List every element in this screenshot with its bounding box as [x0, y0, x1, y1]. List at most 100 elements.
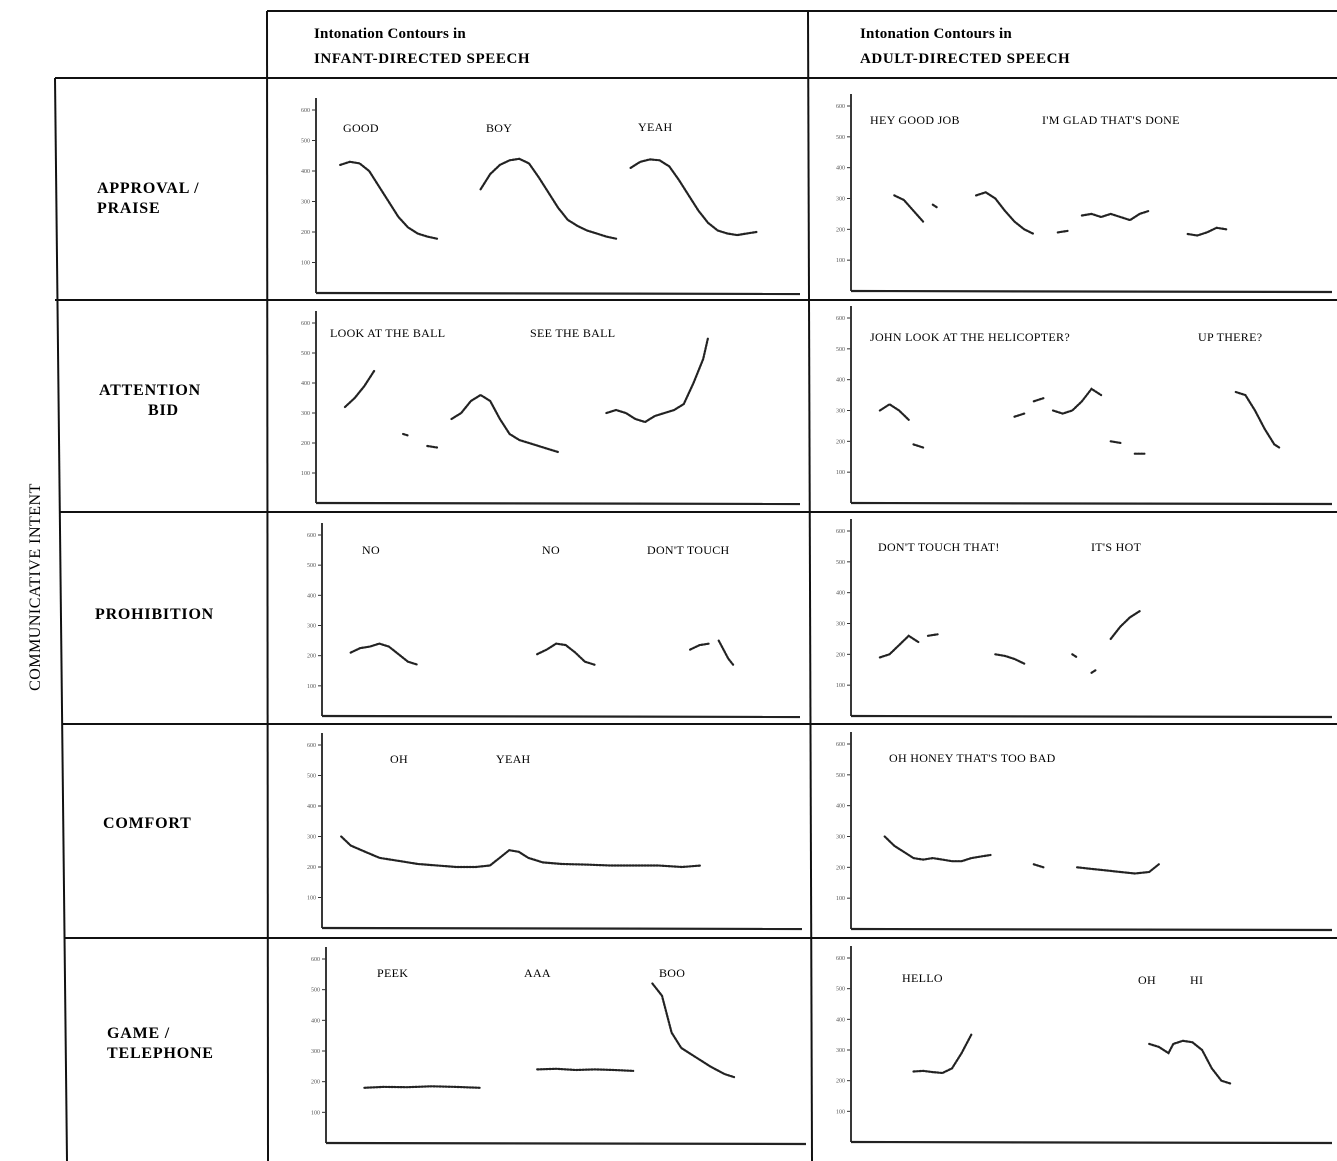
table-grid — [54, 10, 1337, 1161]
contour-panel: 100 200 300 400 500 600 — [836, 94, 1333, 294]
y-tick-label: 600 — [836, 742, 845, 748]
baseline — [850, 289, 1333, 294]
y-tick-label: 400 — [836, 591, 845, 597]
y-tick-label: 300 — [307, 624, 316, 630]
contour-line — [1032, 397, 1045, 403]
contour-panel: 100 200 300 400 500 600 — [836, 946, 1333, 1145]
contour-panel: 100 200 300 400 500 600 — [836, 732, 1333, 932]
y-tick-label: 500 — [301, 139, 310, 145]
contour-line — [1148, 1039, 1233, 1085]
contour-line — [340, 835, 703, 869]
baseline — [850, 501, 1333, 506]
y-tick-label: 300 — [836, 409, 845, 415]
row-label-game: GAME / TELEPHONE — [107, 1025, 214, 1062]
y-tick-label: 600 — [311, 957, 320, 963]
y-tick-label: 100 — [836, 1109, 845, 1115]
contour-line — [878, 402, 910, 421]
y-tick-label: 200 — [301, 230, 310, 236]
word-label: AAA — [524, 966, 551, 980]
y-tick-label: 200 — [301, 441, 310, 447]
contour-panel: 100 200 300 400 500 600 — [301, 98, 801, 296]
word-label: UP THERE? — [1198, 330, 1262, 344]
contour-line — [479, 157, 618, 240]
column-header-infant: Intonation Contours in INFANT-DIRECTED S… — [314, 26, 530, 67]
y-tick-label: 300 — [301, 200, 310, 206]
y-tick-label: 200 — [836, 652, 845, 658]
word-label: GOOD — [343, 121, 379, 135]
header-adult-line1: Intonation Contours in — [860, 26, 1012, 42]
row-label-line: APPROVAL / — [97, 180, 199, 197]
y-tick-label: 100 — [836, 683, 845, 689]
header-infant-line2: INFANT-DIRECTED SPEECH — [314, 51, 530, 67]
word-label: BOY — [486, 121, 512, 135]
header-adult-line2: ADULT-DIRECTED SPEECH — [860, 51, 1070, 67]
y-tick-label: 400 — [311, 1018, 320, 1024]
baseline — [325, 1141, 807, 1146]
y-tick-label: 600 — [301, 321, 310, 327]
y-tick-label: 200 — [311, 1080, 320, 1086]
word-label: I'M GLAD THAT'S DONE — [1042, 113, 1180, 127]
word-label: NO — [362, 543, 380, 557]
contour-line — [975, 191, 1035, 236]
contour-line — [1013, 412, 1026, 418]
contour-line — [912, 443, 925, 449]
row-label-line: ATTENTION — [99, 382, 201, 399]
contour-line — [343, 369, 376, 409]
baseline — [321, 926, 803, 931]
contour-panel: 100 200 300 400 500 600 — [307, 523, 801, 719]
contour-line — [402, 432, 410, 437]
y-tick-label: 400 — [836, 378, 845, 384]
y-tick-label: 200 — [307, 654, 316, 660]
row-label-line: COMFORT — [103, 815, 192, 832]
y-tick-label: 300 — [836, 1048, 845, 1054]
panel-words: GOOD BOY YEAH HEY GOOD JOB I'M GLAD THAT… — [330, 113, 1262, 987]
contour-line — [912, 1033, 973, 1075]
y-axis-label: COMMUNICATIVE INTENT — [27, 483, 44, 691]
y-tick-label: 200 — [307, 865, 316, 871]
y-tick-label: 100 — [307, 684, 316, 690]
y-tick-label: 600 — [301, 108, 310, 114]
contour-line — [1234, 390, 1281, 449]
word-label: IT'S HOT — [1091, 540, 1142, 554]
row-label-approval: APPROVAL / PRAISE — [97, 180, 199, 217]
y-tick-label: 500 — [307, 774, 316, 780]
baseline — [315, 501, 801, 506]
y-tick-label: 400 — [301, 381, 310, 387]
contour-line — [1109, 610, 1141, 640]
contour-line — [1076, 863, 1160, 875]
contour-panel: 100 200 300 400 500 600 — [836, 306, 1333, 506]
contour-line — [1071, 653, 1079, 659]
y-tick-label: 300 — [836, 197, 845, 203]
row-label-comfort: COMFORT — [103, 815, 192, 832]
baseline — [315, 291, 801, 296]
contour-line — [426, 444, 439, 449]
y-tick-label: 100 — [307, 896, 316, 902]
contour-line — [717, 639, 735, 666]
y-tick-label: 300 — [307, 835, 316, 841]
baseline — [321, 714, 801, 719]
y-tick-label: 100 — [311, 1110, 320, 1116]
y-tick-label: 100 — [836, 258, 845, 264]
contour-plots: 100 200 300 400 500 600 100 200 300 400 500 600 100 2… — [301, 94, 1333, 1146]
contour-panel: 100 200 300 400 500 600 — [311, 947, 807, 1146]
word-label: YEAH — [638, 120, 673, 134]
baseline — [850, 927, 1333, 932]
word-label: NO — [542, 543, 560, 557]
word-label: JOHN LOOK AT THE HELICOPTER? — [870, 330, 1070, 344]
y-tick-label: 200 — [836, 865, 845, 871]
y-tick-label: 200 — [836, 439, 845, 445]
row-label-line: TELEPHONE — [107, 1045, 214, 1062]
y-tick-label: 400 — [301, 169, 310, 175]
y-tick-label: 500 — [311, 988, 320, 994]
y-tick-label: 300 — [311, 1049, 320, 1055]
word-label: OH — [1138, 973, 1156, 987]
contour-panel: 100 200 300 400 500 600 — [301, 311, 801, 506]
contour-line — [893, 194, 925, 223]
contour-line — [883, 835, 992, 863]
word-label: DON'T TOUCH — [647, 543, 730, 557]
contour-line — [363, 1085, 481, 1089]
word-label: OH — [390, 752, 408, 766]
contour-line — [1186, 226, 1228, 237]
y-tick-label: 400 — [836, 804, 845, 810]
